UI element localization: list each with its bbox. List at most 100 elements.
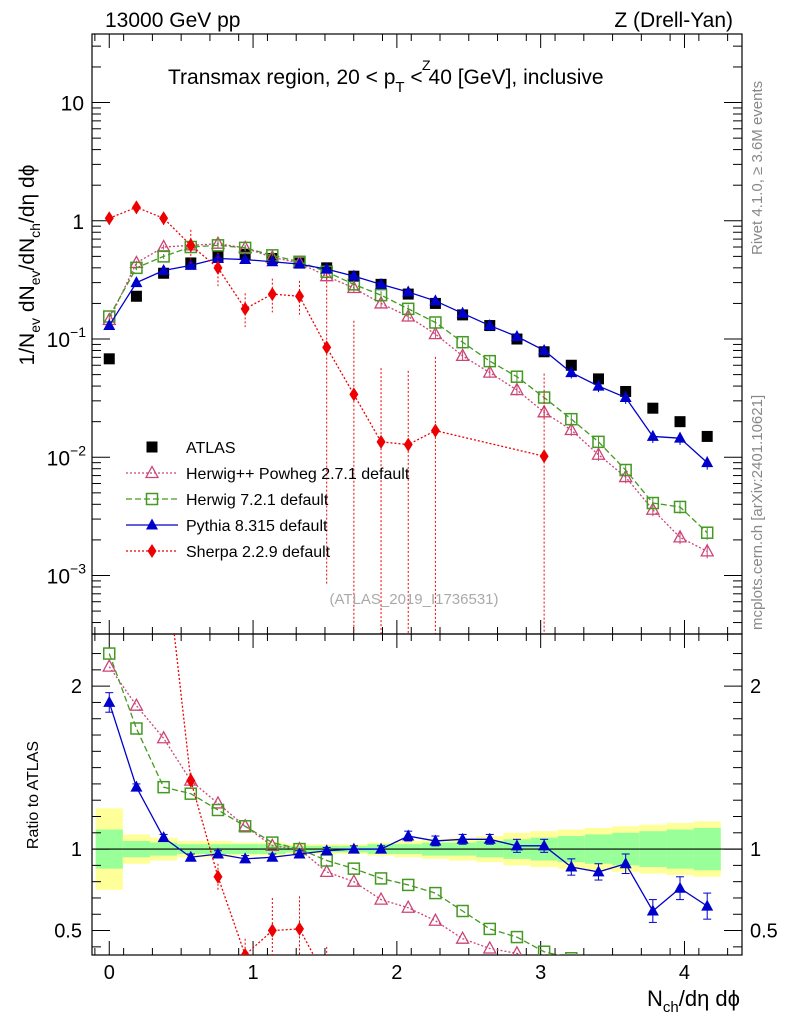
ylabel-part4: /dη dϕ bbox=[16, 165, 39, 223]
ratio-point bbox=[157, 831, 170, 843]
ratio-point bbox=[129, 697, 144, 711]
data-point bbox=[130, 276, 143, 288]
data-point bbox=[376, 434, 386, 449]
ratio-y-tick-label: 0.5 bbox=[54, 921, 82, 943]
x-tick-label: 3 bbox=[535, 962, 546, 984]
ratio-point bbox=[213, 869, 223, 884]
ylabel-sub1: ev bbox=[27, 318, 43, 333]
data-point bbox=[455, 348, 470, 362]
data-point bbox=[509, 382, 525, 396]
data-point bbox=[239, 253, 252, 265]
ratio-y-tick-label: 2 bbox=[71, 676, 82, 698]
ratio-point bbox=[210, 795, 226, 809]
data-point bbox=[401, 308, 416, 322]
data-point bbox=[430, 423, 440, 438]
data-point bbox=[619, 463, 632, 477]
ratio-point bbox=[319, 864, 334, 878]
ratio-point bbox=[404, 997, 413, 1011]
data-point bbox=[701, 456, 714, 468]
ratio-point bbox=[159, 532, 168, 546]
ratio-point bbox=[349, 989, 358, 1003]
ratio-point bbox=[593, 961, 604, 972]
y-tick-exp: −2 bbox=[70, 442, 86, 458]
data-point bbox=[565, 359, 577, 371]
ratio-point bbox=[456, 904, 469, 918]
ratio-point bbox=[483, 922, 497, 936]
ratio-point bbox=[211, 847, 224, 859]
ratio-point bbox=[184, 787, 198, 800]
ratio-point bbox=[482, 940, 497, 954]
y-tick-label: 10−1 bbox=[47, 324, 87, 352]
legend-label: Sherpa 2.2.9 default bbox=[186, 544, 331, 561]
data-point bbox=[510, 370, 524, 383]
data-point bbox=[130, 261, 143, 275]
data-point bbox=[674, 431, 687, 443]
ratio-point bbox=[373, 891, 389, 905]
ylabel-part3: /dN bbox=[16, 238, 39, 271]
x-tick-label: 0 bbox=[104, 962, 115, 984]
ratio-series-3 bbox=[103, 692, 714, 923]
y-axis-label-top: 1/Nev dNev/dNch/dη dϕ bbox=[16, 165, 43, 366]
legend-entry: Sherpa 2.2.9 default bbox=[126, 544, 331, 561]
y-tick-label: 10−2 bbox=[47, 442, 87, 470]
data-point bbox=[456, 306, 469, 318]
ratio-point bbox=[510, 930, 524, 944]
y-tick-label: 1 bbox=[72, 211, 84, 234]
data-point bbox=[375, 277, 388, 289]
ylabel-sub3: ch bbox=[27, 223, 43, 238]
ratio-point bbox=[377, 997, 386, 1011]
ratio-point bbox=[456, 832, 469, 844]
data-point bbox=[674, 416, 686, 428]
ratio-point bbox=[429, 886, 442, 900]
data-point bbox=[319, 268, 334, 282]
ratio-point bbox=[346, 873, 361, 887]
y-tick-exp: −3 bbox=[70, 560, 86, 576]
data-point bbox=[266, 255, 279, 267]
ratio-point bbox=[374, 872, 388, 885]
data-point bbox=[483, 319, 496, 331]
y-axis-label-bottom: Ratio to ATLAS bbox=[25, 741, 42, 849]
legend-label: Herwig 7.2.1 default bbox=[186, 492, 329, 509]
data-point bbox=[673, 500, 687, 514]
ratio-point bbox=[103, 695, 116, 707]
ratio-y-tick-label-right: 2 bbox=[750, 676, 761, 698]
ratio-point bbox=[538, 839, 551, 851]
ratio-point bbox=[375, 842, 388, 854]
ratio-point bbox=[428, 912, 443, 926]
data-point bbox=[402, 285, 415, 297]
data-point bbox=[213, 260, 223, 275]
plot-title: Transmax region, 20 < pT < 40 [GeV], inc… bbox=[168, 66, 604, 96]
legend: ATLAS Herwig++ Powheg 2.7.1 default Herwig… bbox=[126, 440, 410, 561]
ratio-point bbox=[402, 829, 415, 841]
series-line bbox=[109, 206, 545, 457]
data-point bbox=[131, 200, 141, 215]
data-point bbox=[157, 263, 170, 275]
legend-marker bbox=[147, 544, 157, 558]
y-tick-base: 10 bbox=[47, 329, 70, 352]
ratio-line bbox=[173, 634, 315, 955]
ratio-y-tick-label-right: 1 bbox=[750, 839, 761, 861]
legend-marker bbox=[145, 492, 159, 506]
data-point bbox=[510, 330, 523, 342]
data-point bbox=[429, 316, 442, 329]
legend-label: Herwig++ Powheg 2.7.1 default bbox=[186, 466, 410, 483]
ratio-point bbox=[157, 780, 170, 794]
data-point bbox=[538, 343, 551, 355]
header-right: Z (Drell-Yan) bbox=[614, 9, 733, 32]
data-point bbox=[592, 373, 604, 385]
y-tick-label: 10 bbox=[61, 93, 84, 116]
data-point bbox=[700, 526, 714, 539]
x-tick-label: 1 bbox=[247, 962, 258, 984]
ratio-point bbox=[186, 773, 196, 788]
ratio-point bbox=[156, 730, 171, 744]
title-sup: Z bbox=[422, 57, 431, 73]
ratio-point bbox=[184, 850, 197, 862]
ratio-point bbox=[455, 930, 470, 944]
ratio-point bbox=[429, 834, 442, 846]
data-point bbox=[238, 240, 253, 254]
data-point bbox=[267, 287, 277, 302]
data-point bbox=[592, 435, 605, 449]
series-line bbox=[108, 243, 708, 552]
header-left: 13000 GeV pp bbox=[105, 9, 240, 32]
